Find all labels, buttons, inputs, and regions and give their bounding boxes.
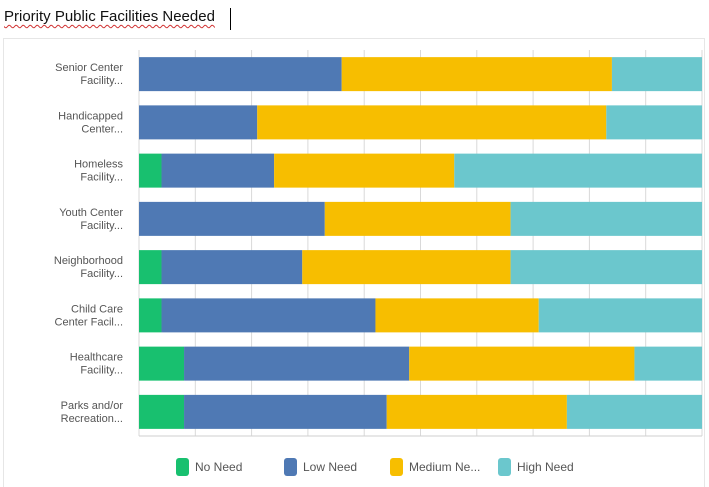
- legend-label: Medium Ne...: [409, 460, 481, 474]
- bar-segment[interactable]: [139, 250, 162, 285]
- category-label: Homeless Facility...: [74, 159, 123, 184]
- bar-segment[interactable]: [510, 250, 702, 285]
- bar-segment[interactable]: [634, 346, 702, 381]
- bar-segment[interactable]: [409, 346, 635, 381]
- legend-item[interactable]: High Need: [498, 458, 574, 476]
- bar-segment[interactable]: [161, 153, 275, 188]
- bar-segment[interactable]: [139, 394, 185, 429]
- bar-segment[interactable]: [139, 298, 162, 333]
- bar-segment[interactable]: [139, 57, 342, 92]
- category-label: Parks and/or Recreation...: [61, 400, 124, 425]
- bar-segment[interactable]: [184, 346, 410, 381]
- legend-item[interactable]: Medium Ne...: [390, 458, 480, 476]
- bar-segment[interactable]: [454, 153, 702, 188]
- bar-segment[interactable]: [139, 153, 162, 188]
- category-label: Neighborhood Facility...: [54, 255, 123, 280]
- chart-legend: No Need Low Need Medium Ne... High Need: [0, 458, 709, 482]
- bar-segment[interactable]: [606, 105, 702, 140]
- category-label: Youth Center Facility...: [59, 207, 123, 232]
- bar-segment[interactable]: [386, 394, 567, 429]
- bar-segment[interactable]: [341, 57, 612, 92]
- bar-segment[interactable]: [274, 153, 455, 188]
- legend-label: Low Need: [303, 460, 358, 474]
- bar-segment[interactable]: [139, 105, 258, 140]
- legend-item[interactable]: Low Need: [284, 458, 357, 476]
- bar-segment[interactable]: [566, 394, 702, 429]
- bar-segment[interactable]: [161, 298, 376, 333]
- legend-swatch: [498, 458, 511, 476]
- legend-label: No Need: [195, 460, 243, 474]
- bar-segment[interactable]: [611, 57, 702, 92]
- bar-segment[interactable]: [302, 250, 511, 285]
- chart-title: Priority Public Facilities Needed: [4, 8, 215, 25]
- legend-swatch: [284, 458, 297, 476]
- text-cursor: [230, 8, 231, 30]
- bar-segment[interactable]: [184, 394, 387, 429]
- legend-item[interactable]: No Need: [176, 458, 242, 476]
- category-label: Healthcare Facility...: [70, 352, 123, 377]
- bar-segment[interactable]: [538, 298, 702, 333]
- chart-frame: [3, 38, 705, 487]
- bar-segment[interactable]: [257, 105, 607, 140]
- category-label: Senior Center Facility...: [55, 62, 123, 87]
- bar-segment[interactable]: [510, 201, 702, 236]
- legend-swatch: [176, 458, 189, 476]
- bar-segment[interactable]: [324, 201, 511, 236]
- legend-label: High Need: [517, 460, 574, 474]
- bar-segment[interactable]: [139, 201, 325, 236]
- category-label: Child Care Center Facil...: [55, 303, 123, 328]
- bar-segment[interactable]: [375, 298, 539, 333]
- category-label: Handicapped Center...: [58, 110, 123, 135]
- legend-swatch: [390, 458, 403, 476]
- bar-segment[interactable]: [139, 346, 185, 381]
- bar-segment[interactable]: [161, 250, 303, 285]
